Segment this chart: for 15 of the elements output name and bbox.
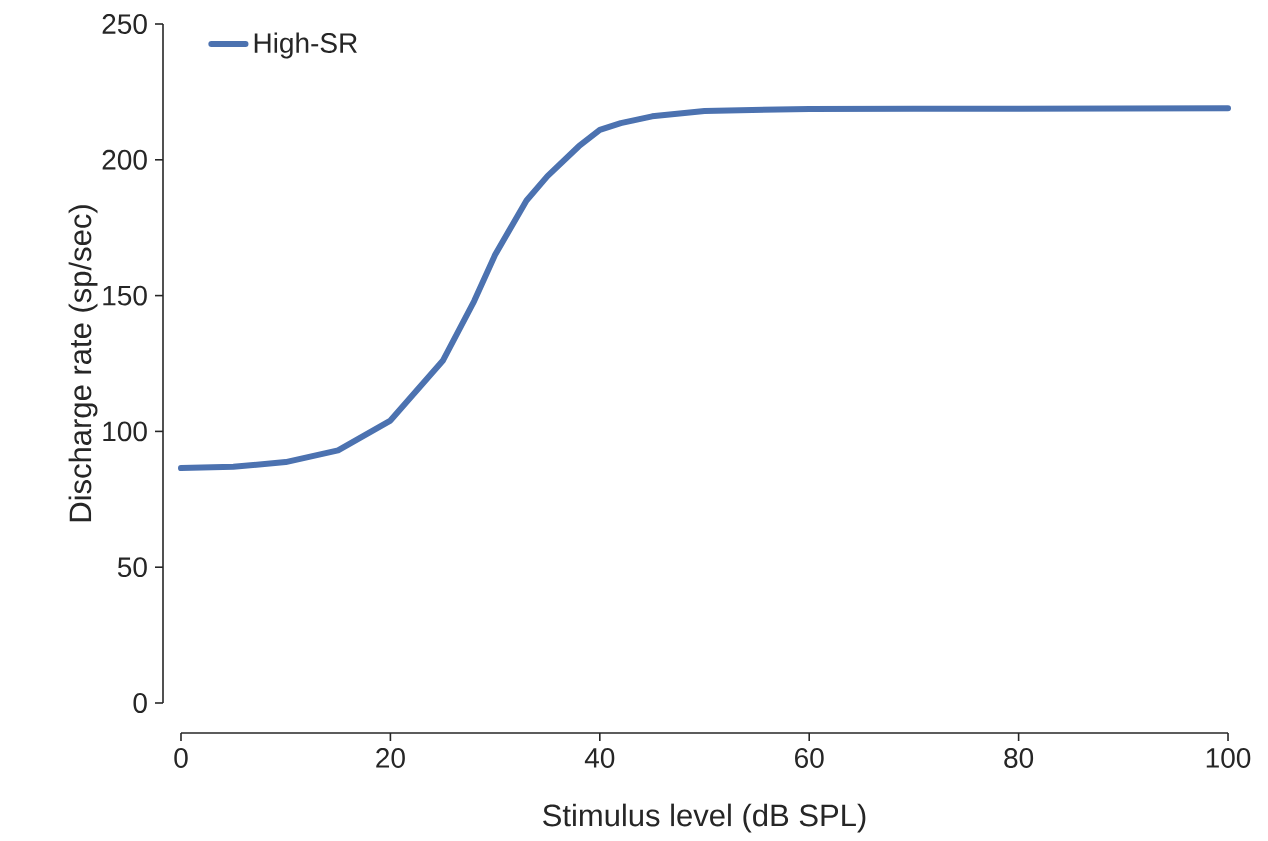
y-tick-label: 100	[103, 421, 147, 442]
y-tick-label: 0	[133, 693, 147, 713]
y-tick-label: 250	[102, 14, 147, 34]
y-tick-label: 150	[103, 285, 147, 306]
x-tick-label: 20	[376, 748, 405, 768]
x-tick-label: 40	[584, 748, 615, 768]
x-tick-label: 100	[1206, 748, 1251, 768]
x-tick-label: 0	[174, 748, 188, 768]
x-axis-title: Stimulus level (dB SPL)	[543, 803, 866, 833]
legend-label: High-SR	[254, 32, 357, 59]
y-tick-label: 50	[117, 557, 147, 578]
x-tick-label: 60	[795, 748, 824, 768]
y-tick-label: 200	[102, 149, 147, 170]
y-axis-title: Discharge rate (sp/sec)	[68, 205, 98, 522]
x-tick-label: 80	[1004, 748, 1034, 768]
